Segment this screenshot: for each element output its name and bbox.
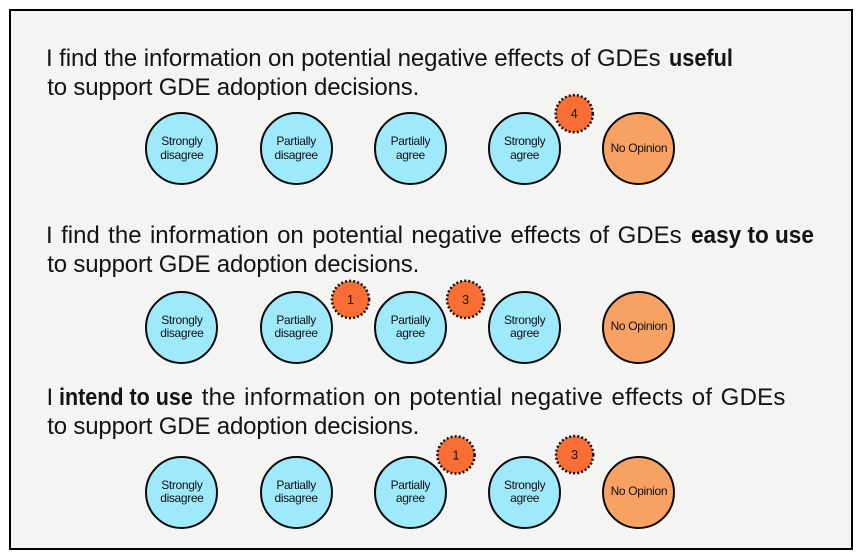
svg-text:3: 3 (462, 293, 469, 307)
svg-text:1: 1 (347, 293, 354, 307)
svg-text:4: 4 (571, 107, 578, 121)
svg-text:1: 1 (453, 449, 460, 463)
svg-text:3: 3 (571, 448, 578, 462)
